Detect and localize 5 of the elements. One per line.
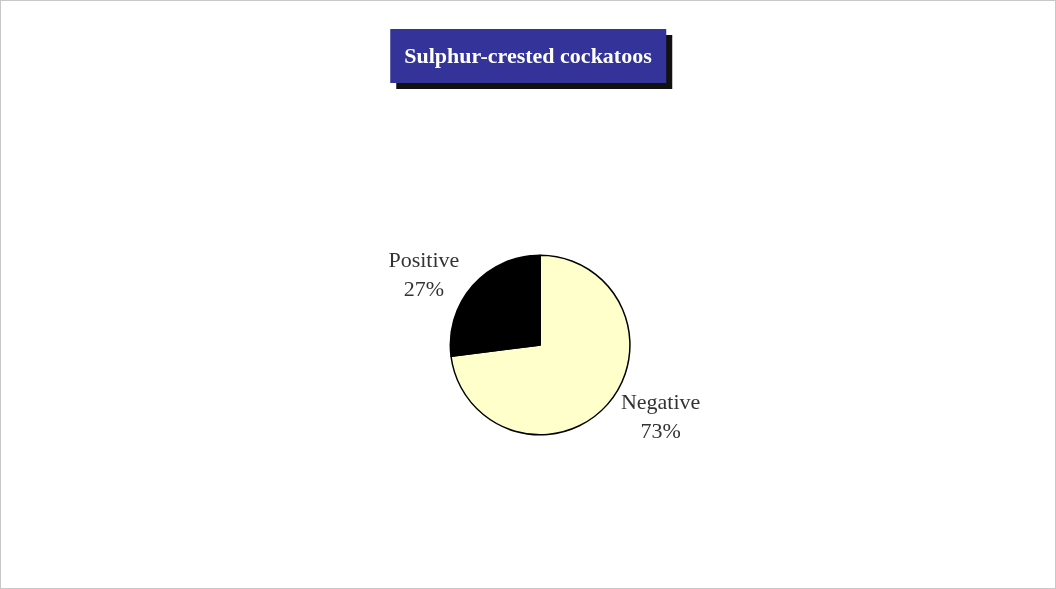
data-label: 73% xyxy=(640,417,681,443)
data-label: 27% xyxy=(403,275,445,301)
slice-label: Negative xyxy=(620,389,701,415)
chart-title: Sulphur-crested cockatoos xyxy=(390,29,666,83)
slice-label: Positive xyxy=(388,247,460,273)
